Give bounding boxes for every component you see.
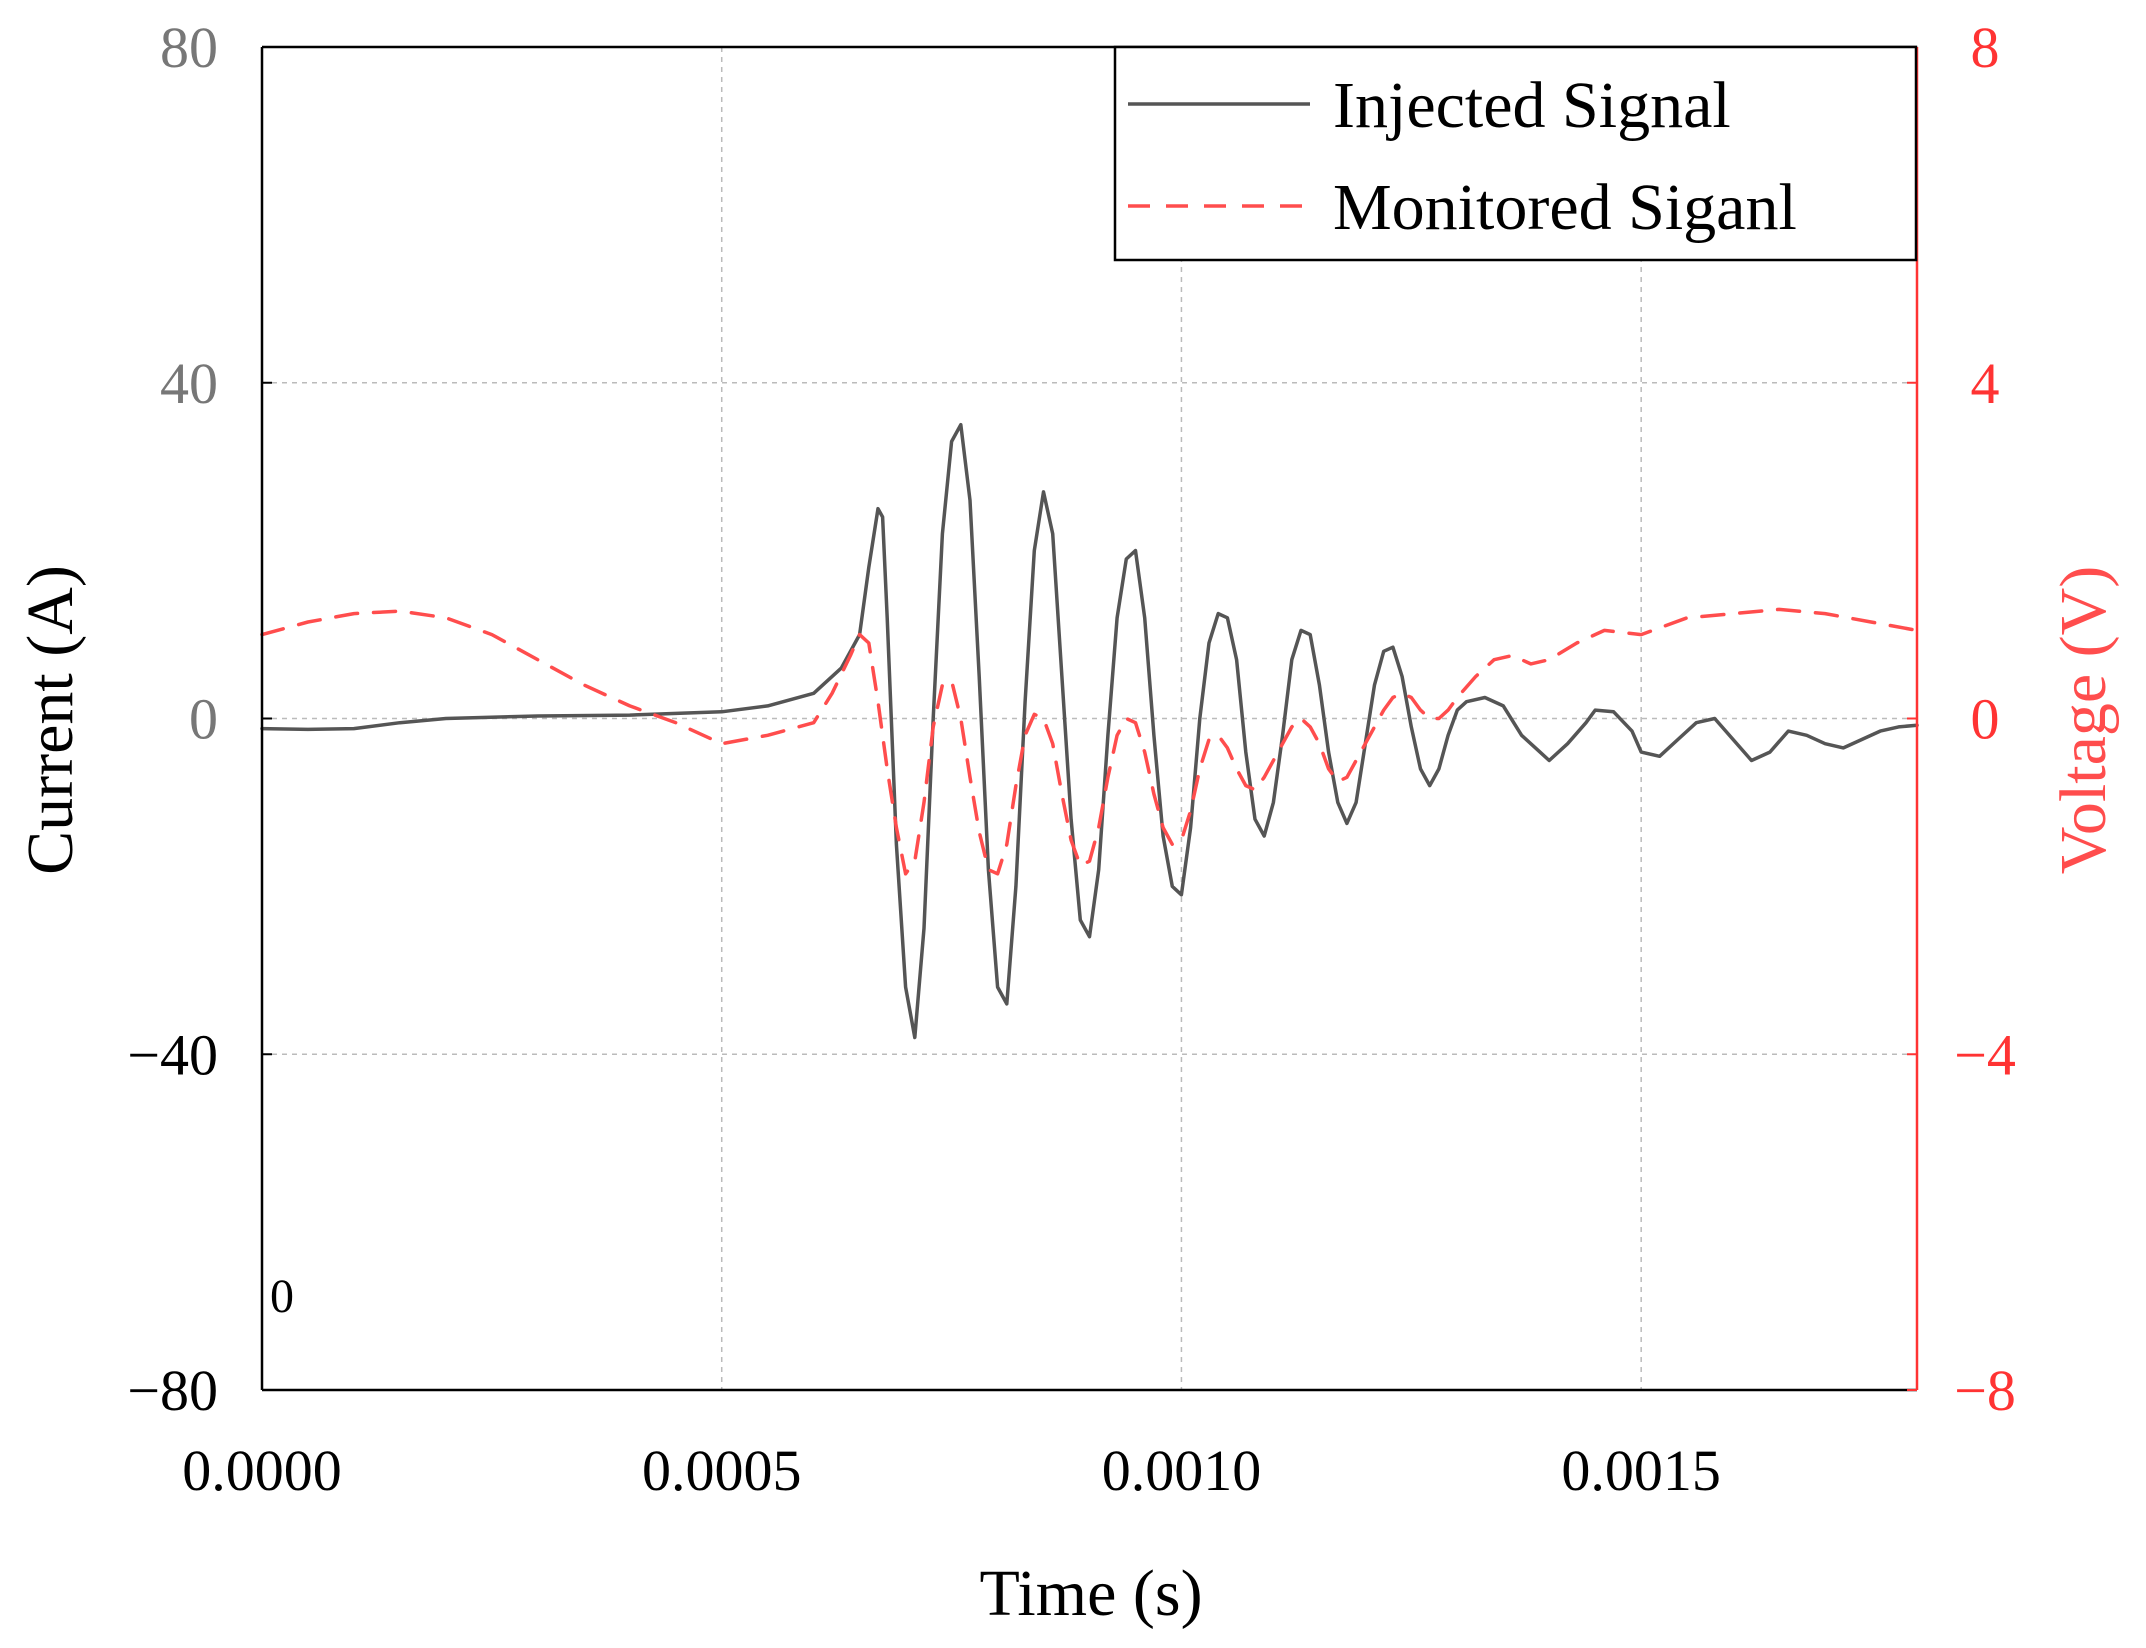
y-axis-left-label: Current (A) <box>14 565 87 875</box>
x-tick-label: 0.0000 <box>182 1438 342 1503</box>
legend-label-monitored: Monitored Siganl <box>1333 171 1797 244</box>
legend-label-injected: Injected Signal <box>1333 69 1731 142</box>
y-right-tick-label: 8 <box>1971 15 2000 80</box>
y-right-tick-label: 4 <box>1971 351 2000 416</box>
x-tick-label: 0.0015 <box>1561 1438 1721 1503</box>
y-axis-right-label: Voltage (V) <box>2047 566 2120 875</box>
y-right-tick-label: −8 <box>1954 1358 2016 1423</box>
y-left-tick-label: 0 <box>189 687 218 752</box>
series-line-monitored <box>260 607 1919 876</box>
series-lines <box>260 422 1919 1040</box>
legend: Injected Signal Monitored Siganl <box>1113 45 1918 262</box>
x-tick-label: 0.0005 <box>642 1438 802 1503</box>
y-right-tick-label: −4 <box>1954 1022 2016 1087</box>
y-left-tick-label: 80 <box>160 15 218 80</box>
tick-labels: 0.0000 0.0005 0.0010 0.001580400−40−80840−4… <box>127 15 2016 1503</box>
y-left-tick-label: 40 <box>160 351 218 416</box>
y-left-tick-label: −80 <box>127 1358 218 1423</box>
series-line-injected <box>260 422 1919 1040</box>
gridlines <box>262 47 1917 1390</box>
legend-box <box>1113 45 1918 262</box>
y-left-tick-label: −40 <box>127 1022 218 1087</box>
x-tick-label: 0.0010 <box>1102 1438 1262 1503</box>
x-axis-label: Time (s) <box>979 1557 1202 1630</box>
plot-annotation: 0 <box>270 1270 294 1323</box>
y-right-tick-label: 0 <box>1971 687 2000 752</box>
